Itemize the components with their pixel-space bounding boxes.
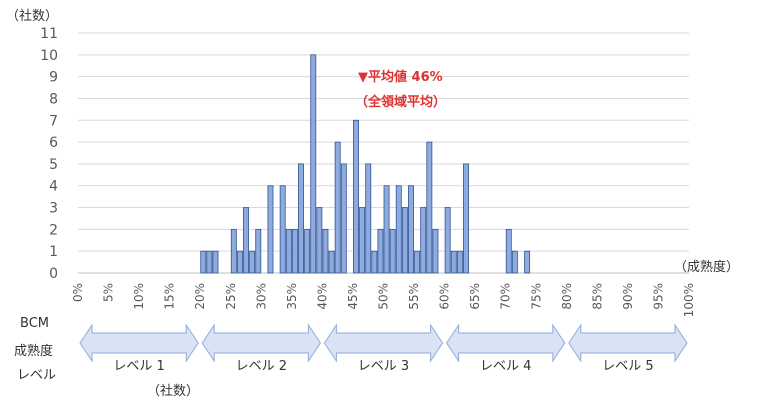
histogram-bar xyxy=(444,207,451,274)
histogram-bar xyxy=(212,250,219,274)
y-tick-label: 10 xyxy=(40,48,58,64)
histogram-bar xyxy=(414,250,421,274)
histogram-bar xyxy=(383,185,390,274)
histogram-bar xyxy=(365,163,372,274)
x-tick-label: 70% xyxy=(499,283,513,310)
level-arrow xyxy=(568,323,688,363)
y-tick-label: 9 xyxy=(49,70,58,86)
histogram-bar xyxy=(255,228,262,274)
x-tick-label: 10% xyxy=(132,283,146,310)
histogram-bar xyxy=(298,163,304,274)
bottom-note: （社数） xyxy=(147,384,200,399)
y-tick-label: 8 xyxy=(49,91,58,107)
histogram-bar xyxy=(291,228,298,274)
histogram-bar xyxy=(456,250,463,274)
histogram-bar xyxy=(236,250,243,274)
histogram-bar xyxy=(432,228,439,274)
x-tick-label: 95% xyxy=(651,283,665,310)
histogram-bar xyxy=(285,228,292,274)
histogram-bar xyxy=(249,250,256,274)
histogram-bar xyxy=(310,54,317,274)
histogram-bar xyxy=(267,185,274,274)
histogram-bar xyxy=(377,228,384,274)
histogram-bar xyxy=(243,207,249,274)
histogram-bar xyxy=(371,250,378,274)
y-tick-label: 11 xyxy=(40,26,58,42)
x-tick-label: 25% xyxy=(224,283,238,310)
x-tick-label: 15% xyxy=(163,283,177,310)
histogram-bar xyxy=(395,185,402,274)
level-arrow xyxy=(201,323,322,363)
histogram-bar xyxy=(230,228,237,274)
level-arrow xyxy=(79,323,199,363)
x-tick-label: 0% xyxy=(71,283,85,302)
x-tick-label: 55% xyxy=(407,283,421,310)
y-tick-label: 1 xyxy=(49,244,58,260)
bcm-row-label-line2: 成熟度 xyxy=(14,344,54,359)
x-tick-label: 60% xyxy=(438,283,452,310)
y-tick-label: 2 xyxy=(49,222,58,238)
histogram-bar xyxy=(389,228,396,274)
x-tick-label: 65% xyxy=(468,283,482,310)
level-label: レベル 3 xyxy=(358,359,409,374)
average-annotation: ▼平均値 46% xyxy=(358,70,443,85)
y-axis-unit-label: （社数） xyxy=(6,9,59,24)
histogram-bar xyxy=(340,163,347,274)
histogram-bar xyxy=(304,228,311,274)
histogram-bar xyxy=(401,207,408,274)
histogram-bar xyxy=(322,228,329,274)
x-tick-label: 40% xyxy=(315,283,329,310)
histogram-bar xyxy=(463,163,469,274)
y-tick-label: 0 xyxy=(49,266,58,282)
level-arrow xyxy=(445,323,566,363)
x-tick-label: 85% xyxy=(590,283,604,310)
x-tick-label: 90% xyxy=(621,283,635,310)
y-tick-label: 4 xyxy=(49,179,58,195)
x-tick-label: 75% xyxy=(529,283,543,310)
histogram-bar xyxy=(408,185,414,274)
histogram-bar xyxy=(524,250,531,274)
average-annotation-note: （全領域平均） xyxy=(355,95,447,110)
x-tick-label: 80% xyxy=(560,283,574,310)
level-label: レベル 2 xyxy=(236,359,287,374)
histogram-bar xyxy=(279,185,286,274)
level-label: レベル 4 xyxy=(480,359,531,374)
y-tick-label: 7 xyxy=(49,113,58,129)
bcm-row-label-line3: レベル xyxy=(17,368,57,383)
y-tick-label: 5 xyxy=(49,157,58,173)
histogram-bar xyxy=(420,207,427,274)
histogram-bar xyxy=(353,119,359,274)
histogram-bar xyxy=(206,250,213,274)
histogram-bar xyxy=(359,207,366,274)
x-tick-label: 45% xyxy=(346,283,360,310)
bcm-row-label-line1: BCM xyxy=(20,316,49,331)
x-tick-label: 35% xyxy=(285,283,299,310)
x-tick-label: 5% xyxy=(102,283,116,302)
histogram-bar xyxy=(328,250,335,274)
x-axis-unit-label: （成熟度） xyxy=(674,260,740,275)
histogram-bar xyxy=(450,250,457,274)
level-label: レベル 1 xyxy=(113,359,164,374)
x-tick-label: 50% xyxy=(377,283,391,310)
y-tick-label: 3 xyxy=(49,201,58,217)
histogram-bar xyxy=(426,141,433,274)
histogram-bar xyxy=(511,250,518,274)
x-tick-label: 20% xyxy=(193,283,207,310)
y-tick-label: 6 xyxy=(49,135,58,151)
level-label: レベル 5 xyxy=(602,359,653,374)
x-tick-label: 100% xyxy=(682,283,696,317)
histogram-bar xyxy=(316,207,323,274)
level-arrow xyxy=(323,323,444,363)
histogram-bar xyxy=(505,228,512,274)
histogram-bar xyxy=(200,250,207,274)
histogram-bar xyxy=(334,141,341,274)
x-tick-label: 30% xyxy=(254,283,268,310)
